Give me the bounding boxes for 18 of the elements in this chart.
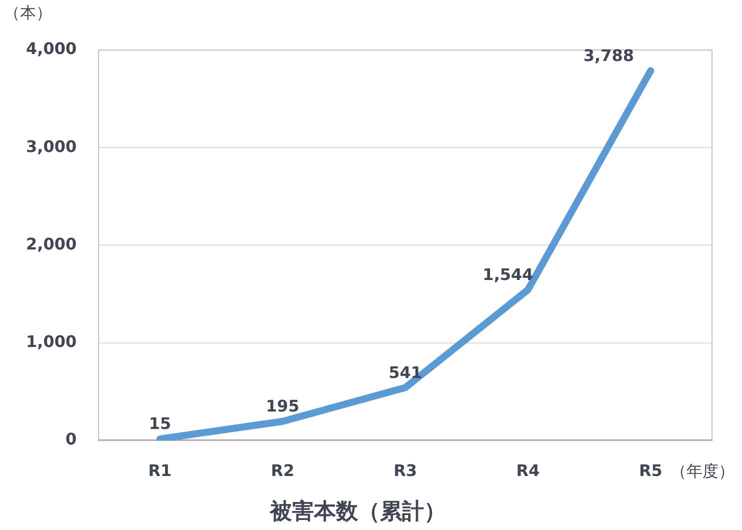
data-label: 1,544 [482,264,534,284]
y-tick-label: 0 [65,430,77,449]
y-tick-label: 1,000 [26,332,77,351]
y-tick-label: 2,000 [26,234,77,254]
y-tick-label: 3,000 [26,136,77,156]
x-tick-label: R2 [270,461,294,480]
x-tick-label: R3 [394,461,418,480]
y-axis-title: （本） [4,3,52,22]
data-label: 195 [266,396,300,416]
data-label: 15 [148,414,172,434]
x-tick-label: R4 [516,461,540,480]
text: 被害本数（累計） [269,498,446,525]
x-axis-title: （年度） [670,462,735,481]
x-tick-label: R1 [148,461,172,480]
data-label: 541 [388,362,422,382]
x-tick-label: R5 [638,461,662,480]
data-label: 3,788 [583,46,634,65]
y-tick-label: 4,000 [26,39,77,58]
